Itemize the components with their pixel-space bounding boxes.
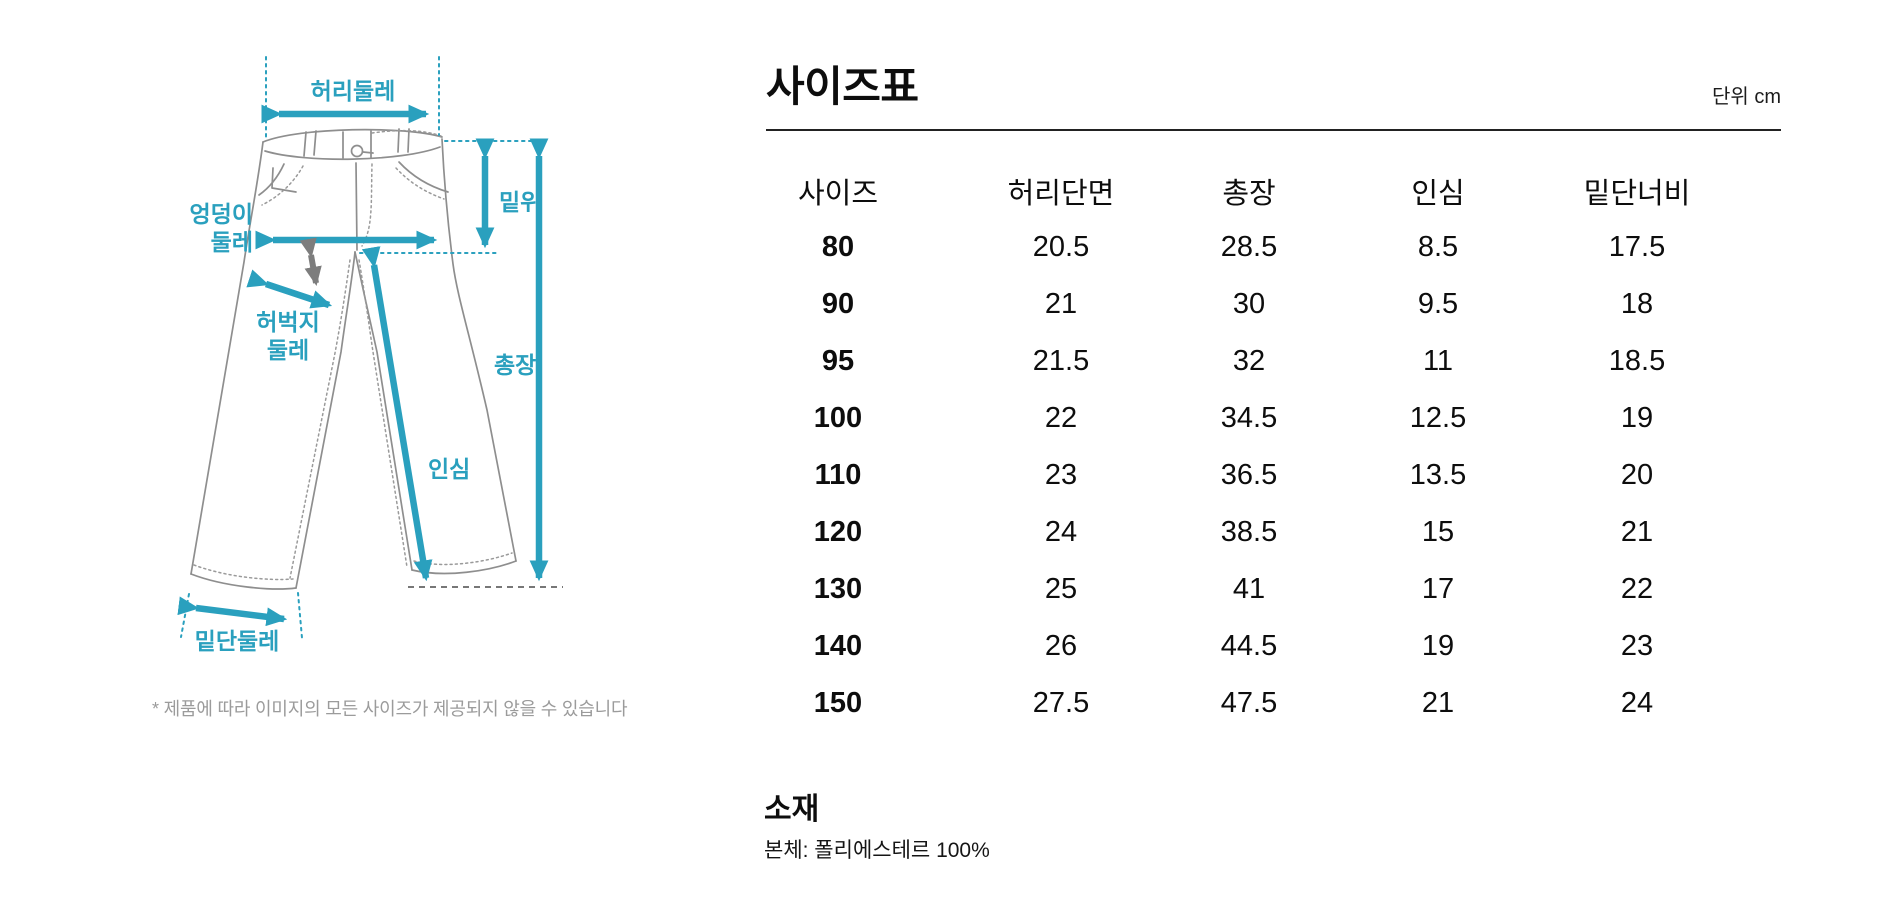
hem-value: 18.5 — [1608, 345, 1666, 377]
waist-value: 23 — [1044, 459, 1078, 491]
size-value: 95 — [821, 345, 855, 377]
column-header-length: 총장 — [1222, 177, 1276, 210]
waist-value: 25 — [1044, 573, 1078, 605]
inseam-value: 12.5 — [1409, 402, 1467, 434]
hem-value: 18 — [1620, 288, 1654, 320]
column-header-size: 사이즈 — [797, 177, 879, 210]
hip-label-line1: 엉덩이 — [190, 201, 253, 227]
waist-value: 21.5 — [1032, 345, 1090, 377]
measure-guides — [180, 56, 550, 639]
pants-outline — [190, 128, 517, 590]
material-body: 본체: 폴리에스테르 100% — [764, 839, 990, 862]
waist-value: 21 — [1044, 288, 1078, 320]
waist-value: 24 — [1044, 516, 1078, 548]
inseam-label: 인심 — [428, 456, 470, 482]
thigh-label-line1: 허벅지 — [256, 309, 319, 335]
inseam-value: 15 — [1421, 516, 1455, 548]
size-value: 130 — [813, 573, 863, 605]
waist-value: 20.5 — [1032, 231, 1090, 263]
inseam-value: 19 — [1421, 630, 1455, 662]
thigh-arrow — [246, 269, 333, 309]
pants-stitching — [193, 129, 513, 581]
hem-value: 23 — [1620, 630, 1654, 662]
column-header-inseam: 인심 — [1411, 177, 1465, 210]
size-value: 80 — [821, 231, 855, 263]
thigh-label-line2: 둘레 — [267, 337, 309, 363]
total-length-label: 총장 — [494, 352, 536, 378]
size-table: 사이즈 허리단면 총장 인심 밑단너비 80 20.5 28.5 8.5 17.… — [766, 162, 1691, 732]
hem-value: 24 — [1620, 687, 1654, 719]
length-value: 47.5 — [1220, 687, 1278, 719]
material-title: 소재 — [764, 793, 820, 826]
crotch-depth-arrow — [299, 237, 322, 286]
inseam-value: 8.5 — [1417, 231, 1459, 263]
waist-label: 허리둘레 — [311, 78, 396, 104]
hip-label-line2: 둘레 — [211, 229, 253, 255]
unit-label: 단위 cm — [1711, 86, 1781, 108]
size-value: 140 — [813, 630, 863, 662]
title-divider — [766, 129, 1781, 131]
inseam-value: 11 — [1422, 345, 1454, 377]
hem-label: 밑단둘레 — [195, 628, 280, 654]
size-table-title: 사이즈표 — [766, 63, 919, 110]
pants-diagram-svg: 허리둘레 엉덩이 둘레 허벅지 둘레 밑위 총장 인심 밑단둘레 — [177, 56, 563, 654]
size-value: 110 — [814, 459, 862, 491]
hem-value: 17.5 — [1608, 231, 1666, 263]
length-value: 36.5 — [1220, 459, 1278, 491]
waist-value: 27.5 — [1032, 687, 1090, 719]
column-header-hem: 밑단너비 — [1583, 177, 1691, 210]
inseam-value: 21 — [1421, 687, 1455, 719]
length-value: 30 — [1232, 288, 1266, 320]
column-header-waist: 허리단면 — [1007, 177, 1115, 210]
waist-value: 22 — [1044, 402, 1078, 434]
length-value: 32 — [1232, 345, 1266, 377]
rise-label: 밑위 — [499, 189, 541, 215]
waist-value: 26 — [1044, 630, 1078, 662]
size-value: 150 — [813, 687, 863, 719]
size-value: 120 — [813, 516, 863, 548]
inseam-value: 17 — [1421, 573, 1455, 605]
length-value: 44.5 — [1220, 630, 1278, 662]
size-value: 100 — [813, 402, 863, 434]
length-value: 38.5 — [1220, 516, 1278, 548]
hem-value: 21 — [1620, 516, 1654, 548]
hem-value: 20 — [1620, 459, 1654, 491]
size-value: 90 — [821, 288, 855, 320]
inseam-value: 13.5 — [1409, 459, 1467, 491]
hem-arrow — [177, 596, 288, 627]
hem-value: 22 — [1620, 573, 1654, 605]
hem-value: 19 — [1620, 402, 1654, 434]
diagram-disclaimer: * 제품에 따라 이미지의 모든 사이즈가 제공되지 않을 수 있습니다 — [152, 699, 628, 719]
length-value: 41 — [1232, 573, 1266, 605]
length-value: 34.5 — [1220, 402, 1278, 434]
pants-measurement-diagram: 허리둘레 엉덩이 둘레 허벅지 둘레 밑위 총장 인심 밑단둘레 — [120, 20, 610, 680]
inseam-arrow — [361, 246, 433, 582]
inseam-value: 9.5 — [1417, 288, 1459, 320]
measure-arrows — [177, 104, 549, 627]
length-value: 28.5 — [1220, 231, 1278, 263]
